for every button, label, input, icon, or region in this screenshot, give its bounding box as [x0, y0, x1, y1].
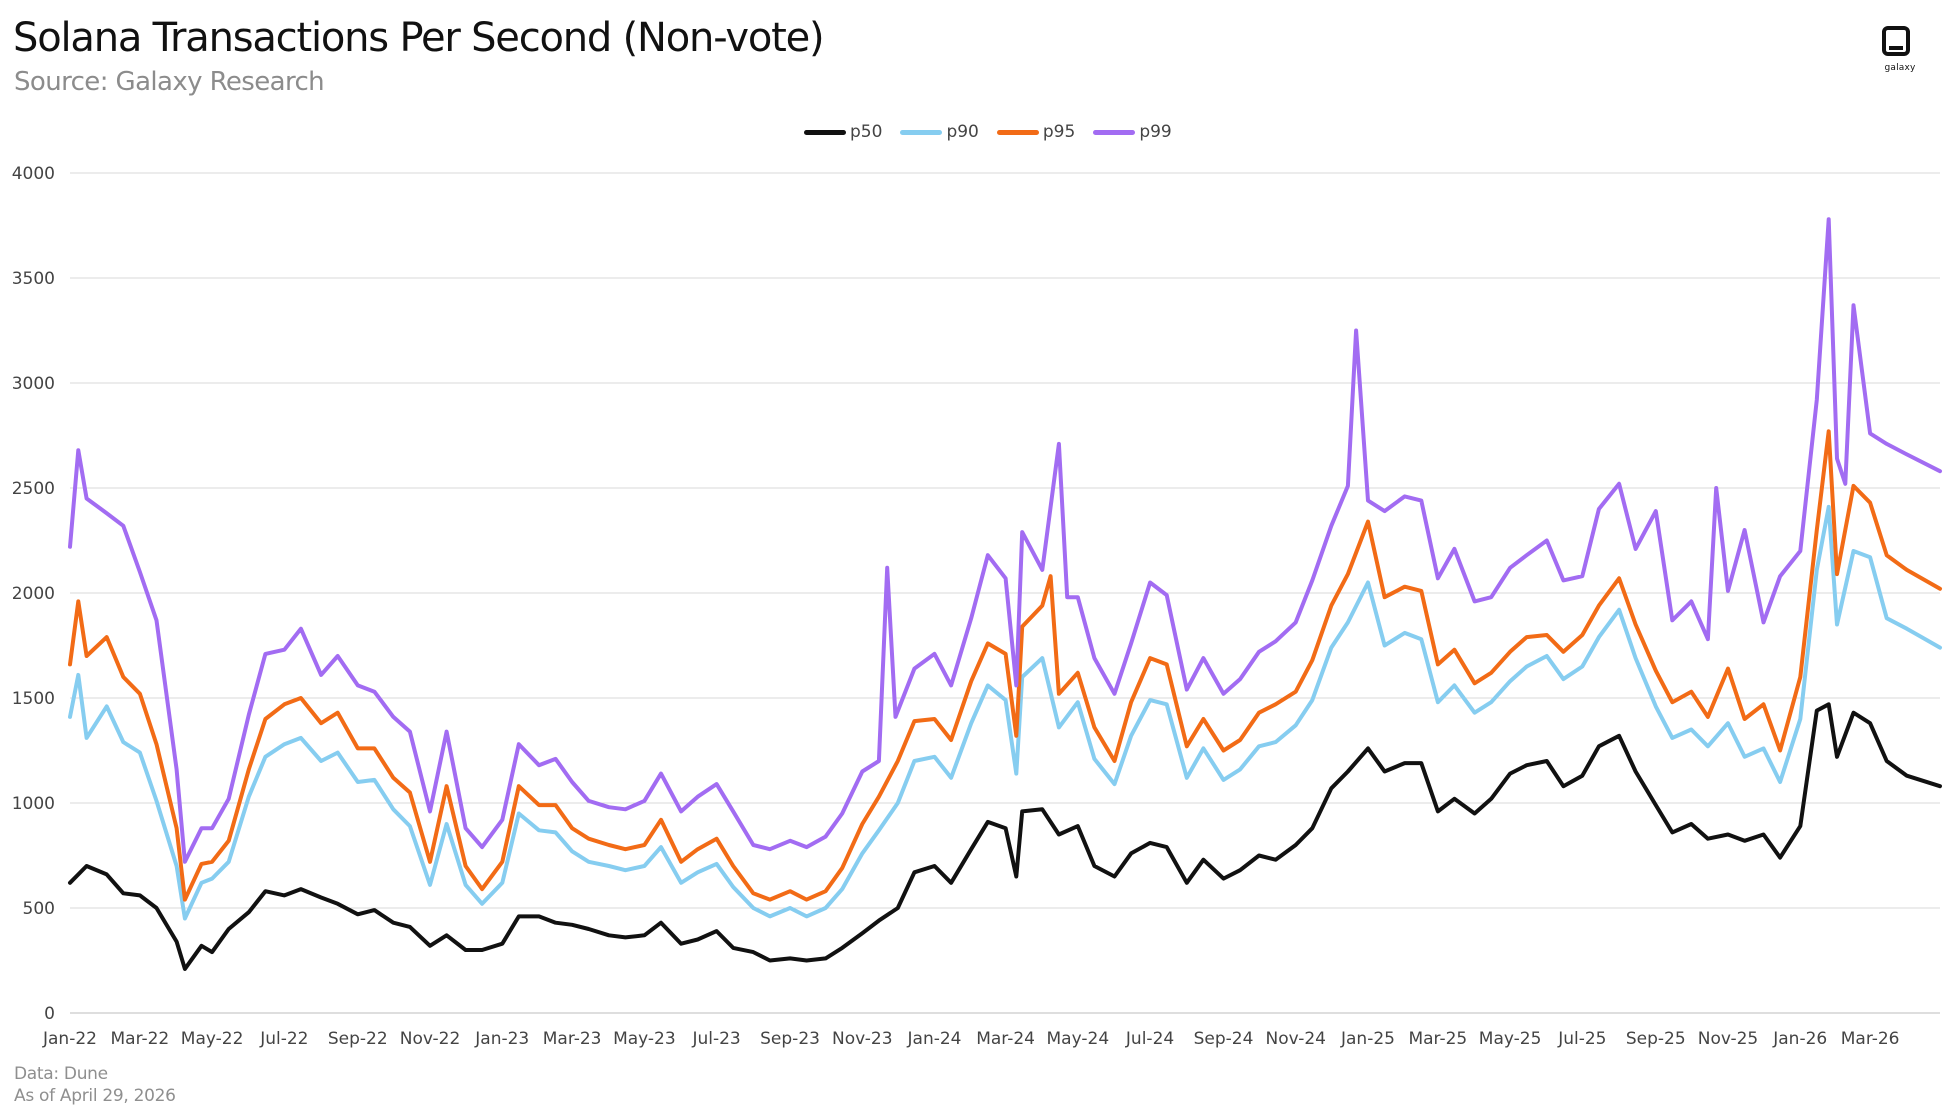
- grid-lines: [70, 172, 1940, 1014]
- series-line-p99: [68, 217, 1942, 864]
- x-tick-label-Sep-24: Sep-24: [1194, 1029, 1254, 1049]
- x-tick-label-Mar-25: Mar-25: [1408, 1029, 1467, 1049]
- x-tick-label-Jan-25: Jan-25: [1340, 1029, 1395, 1049]
- data-source-note: Data: Dune: [14, 1064, 108, 1084]
- y-tick-label-0: 0: [44, 1004, 55, 1024]
- galaxy-logo: galaxy: [1878, 24, 1922, 80]
- y-tick-label-1000: 1000: [12, 794, 55, 814]
- x-tick-label-Mar-24: Mar-24: [976, 1029, 1035, 1049]
- legend-label-p50: p50: [850, 122, 883, 142]
- x-tick-label-May-22: May-22: [181, 1029, 244, 1049]
- legend-label-p90: p90: [946, 122, 979, 142]
- chart-legend: p50 p90 p95 p99: [804, 122, 1172, 142]
- x-tick-label-Jul-25: Jul-25: [1557, 1029, 1606, 1049]
- x-tick-label-Jul-24: Jul-24: [1125, 1029, 1174, 1049]
- x-tick-label-Sep-25: Sep-25: [1626, 1029, 1686, 1049]
- y-tick-label-2500: 2500: [12, 479, 55, 499]
- x-tick-label-May-24: May-24: [1047, 1029, 1110, 1049]
- legend-label-p99: p99: [1139, 122, 1172, 142]
- x-tick-label-Mar-26: Mar-26: [1841, 1029, 1900, 1049]
- series-lines: [68, 217, 1942, 971]
- y-tick-label-3000: 3000: [12, 374, 55, 394]
- x-tick-label-Nov-25: Nov-25: [1698, 1029, 1759, 1049]
- x-tick-label-Sep-23: Sep-23: [760, 1029, 820, 1049]
- x-tick-label-May-23: May-23: [613, 1029, 676, 1049]
- legend-swatch-p95: [996, 129, 1039, 135]
- y-tick-label-4000: 4000: [12, 164, 55, 184]
- x-tick-label-Nov-22: Nov-22: [400, 1029, 461, 1049]
- x-tick-label-Jul-22: Jul-22: [259, 1029, 308, 1049]
- series-line-p90: [68, 504, 1942, 921]
- x-tick-label-Mar-22: Mar-22: [110, 1029, 169, 1049]
- x-tick-label-Sep-22: Sep-22: [328, 1029, 388, 1049]
- x-tick-label-May-25: May-25: [1479, 1029, 1542, 1049]
- x-tick-label-Nov-24: Nov-24: [1265, 1029, 1326, 1049]
- legend-label-p95: p95: [1042, 122, 1076, 142]
- legend-swatch-p50: [804, 129, 846, 135]
- chart-subtitle: Source: Galaxy Research: [14, 67, 325, 97]
- x-tick-label-Jan-22: Jan-22: [42, 1029, 97, 1049]
- y-tick-label-3500: 3500: [12, 269, 55, 289]
- legend-item-p95: p95: [996, 122, 1076, 142]
- x-tick-label-Nov-23: Nov-23: [832, 1029, 893, 1049]
- y-tick-label-2000: 2000: [12, 584, 55, 604]
- x-tick-label-Jan-23: Jan-23: [474, 1029, 529, 1049]
- legend-item-p90: p90: [900, 122, 979, 142]
- galaxy-logo-icon: [1882, 26, 1910, 56]
- legend-item-p50: p50: [804, 122, 882, 142]
- y-tick-label-500: 500: [23, 899, 55, 919]
- legend-swatch-p90: [900, 129, 943, 135]
- x-tick-label-Jan-26: Jan-26: [1772, 1029, 1827, 1049]
- as-of-date-note: As of April 29, 2026: [14, 1086, 176, 1106]
- x-tick-label-Mar-23: Mar-23: [543, 1029, 602, 1049]
- galaxy-logo-text: galaxy: [1884, 63, 1916, 73]
- series-line-p50: [68, 702, 1942, 971]
- chart-title: Solana Transactions Per Second (Non-vote…: [13, 15, 825, 61]
- legend-swatch-p99: [1093, 129, 1136, 135]
- x-tick-label-Jul-23: Jul-23: [691, 1029, 740, 1049]
- x-tick-label-Jan-24: Jan-24: [907, 1029, 962, 1049]
- y-tick-label-1500: 1500: [12, 689, 55, 709]
- axes: 0 500 1000 1500 2000 2500 3000 3500 4000 Jan-22 Ma…: [12, 164, 1900, 1049]
- series-line-p95: [68, 429, 1942, 902]
- legend-item-p99: p99: [1093, 122, 1172, 142]
